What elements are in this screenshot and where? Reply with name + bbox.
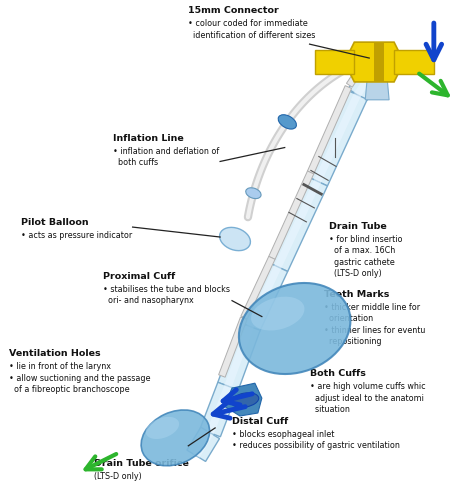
- Polygon shape: [241, 257, 275, 319]
- Polygon shape: [349, 43, 399, 83]
- Polygon shape: [200, 382, 238, 437]
- Text: • colour coded for immediate
  identification of different sizes: • colour coded for immediate identificat…: [188, 19, 316, 40]
- Polygon shape: [394, 51, 434, 75]
- Polygon shape: [365, 79, 389, 101]
- Ellipse shape: [141, 410, 210, 466]
- Polygon shape: [374, 43, 384, 83]
- Ellipse shape: [146, 417, 179, 439]
- Polygon shape: [354, 61, 383, 98]
- Polygon shape: [308, 91, 367, 186]
- Ellipse shape: [231, 393, 259, 408]
- Ellipse shape: [251, 297, 304, 331]
- Polygon shape: [225, 326, 254, 388]
- Text: • lie in front of the larynx
• allow suctioning and the passage
  of a fibreopti: • lie in front of the larynx • allow suc…: [9, 362, 151, 393]
- Polygon shape: [269, 172, 314, 260]
- Text: Drain Tube: Drain Tube: [329, 222, 387, 231]
- Text: Inflation Line: Inflation Line: [113, 134, 183, 142]
- Text: (LTS-D only): (LTS-D only): [94, 471, 142, 480]
- Polygon shape: [268, 177, 328, 272]
- Text: Ventilation Holes: Ventilation Holes: [9, 348, 101, 358]
- Ellipse shape: [278, 116, 296, 130]
- Text: Teeth Marks: Teeth Marks: [325, 289, 390, 298]
- Text: • for blind insertio
  of a max. 16Ch
  gastric cathete
  (LTS-D only): • for blind insertio of a max. 16Ch gast…: [329, 235, 403, 278]
- Polygon shape: [240, 263, 288, 332]
- Polygon shape: [314, 94, 361, 183]
- Text: Distal Cuff: Distal Cuff: [232, 416, 288, 425]
- Text: • blocks esophageal inlet
• reduces possibility of gastric ventilation: • blocks esophageal inlet • reduces poss…: [232, 429, 400, 450]
- Text: 15mm Connector: 15mm Connector: [188, 6, 279, 15]
- Polygon shape: [315, 51, 354, 75]
- Text: Both Cuffs: Both Cuffs: [310, 368, 365, 378]
- Text: • are high volume cuffs whic
  adjust ideal to the anatomi
  situation: • are high volume cuffs whic adjust idea…: [310, 381, 425, 413]
- Polygon shape: [187, 427, 219, 462]
- Polygon shape: [346, 54, 372, 88]
- Text: Pilot Balloon: Pilot Balloon: [21, 218, 89, 227]
- Polygon shape: [193, 431, 213, 458]
- Text: Proximal Cuff: Proximal Cuff: [103, 271, 175, 280]
- Polygon shape: [219, 318, 247, 378]
- Polygon shape: [246, 266, 281, 329]
- Text: • acts as pressure indicator: • acts as pressure indicator: [21, 230, 133, 240]
- Polygon shape: [274, 181, 321, 269]
- Text: • stabilises the tube and blocks
  ori- and nasopharynx: • stabilises the tube and blocks ori- an…: [103, 284, 230, 304]
- Text: • inflation and deflation of
  both cuffs: • inflation and deflation of both cuffs: [113, 146, 219, 166]
- Polygon shape: [348, 57, 388, 102]
- Text: Drain Tube orifice: Drain Tube orifice: [94, 458, 189, 467]
- Ellipse shape: [239, 284, 350, 374]
- Polygon shape: [308, 87, 352, 175]
- Polygon shape: [218, 323, 260, 390]
- Polygon shape: [224, 383, 262, 416]
- Polygon shape: [207, 385, 232, 434]
- Text: • thicker middle line for
  orientation
• thinner lines for eventu
  repositioni: • thicker middle line for orientation • …: [325, 302, 426, 345]
- Ellipse shape: [219, 228, 250, 251]
- Ellipse shape: [246, 188, 261, 199]
